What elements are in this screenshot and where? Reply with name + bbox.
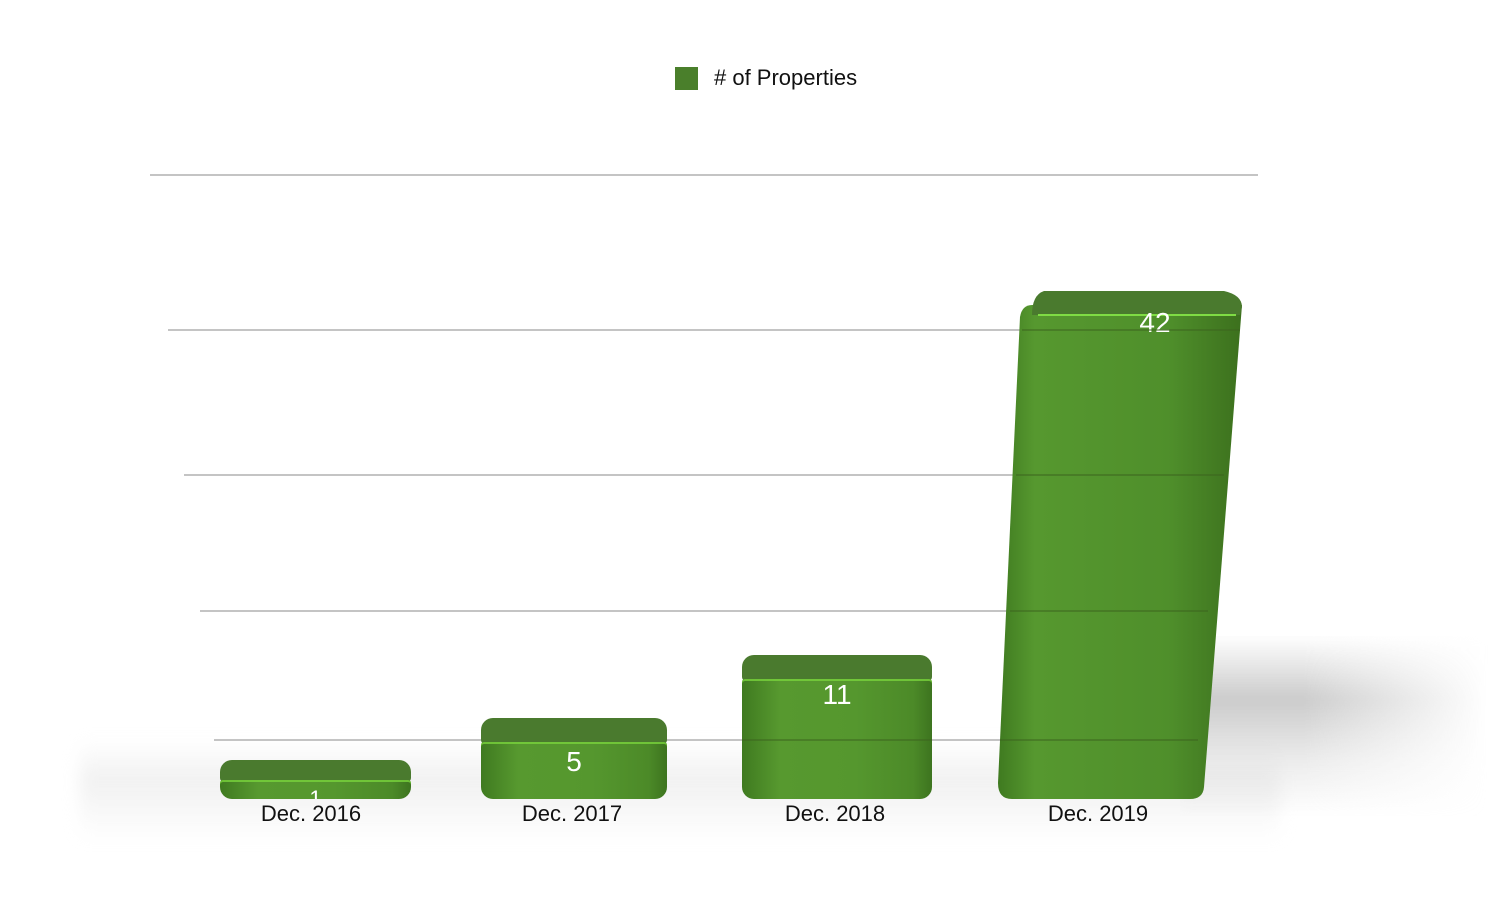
gridline-overlay	[742, 739, 932, 741]
gridline	[184, 474, 1224, 476]
bar-dec-2019[interactable]: 42	[998, 291, 1242, 799]
bar-dec-2018[interactable]: 11	[742, 655, 932, 799]
legend: # of Properties	[675, 65, 858, 90]
bar-dec-2016[interactable]: 1	[220, 760, 411, 799]
gridline	[214, 739, 1198, 741]
legend-label: # of Properties	[714, 65, 858, 90]
bar-3d-shape	[998, 291, 1242, 799]
gridline	[200, 610, 1210, 612]
gridline-overlay	[1022, 329, 1240, 331]
gridline-overlay	[1010, 610, 1208, 612]
bar-value-label: 5	[566, 746, 582, 777]
legend-swatch	[675, 66, 698, 90]
x-axis-label: Dec. 2016	[260, 801, 362, 826]
x-axis-label: Dec. 2017	[521, 801, 623, 826]
gridline-overlay	[1016, 474, 1224, 476]
bar-value-label: 11	[822, 679, 852, 710]
bar-value-label: 1	[220, 788, 411, 799]
gridline-overlay	[1000, 739, 1198, 741]
bar-shadow	[1180, 636, 1488, 816]
gridline	[168, 329, 1240, 331]
x-axis-label: Dec. 2019	[1047, 801, 1149, 826]
bar-value-label: 42	[1139, 307, 1171, 338]
bar-dec-2017[interactable]: 5	[481, 718, 667, 799]
x-axis-label: Dec. 2018	[784, 801, 886, 826]
gridline	[150, 174, 1258, 176]
